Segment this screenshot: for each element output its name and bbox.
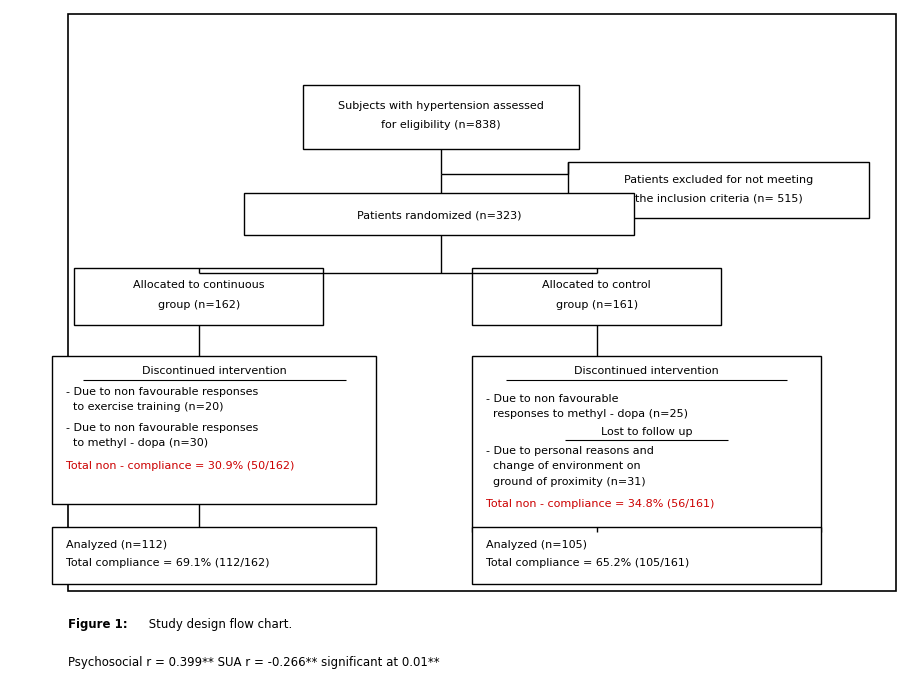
Text: responses to methyl - dopa (n=25): responses to methyl - dopa (n=25) (486, 409, 688, 419)
Text: Total non - compliance = 34.8% (56/161): Total non - compliance = 34.8% (56/161) (486, 500, 714, 509)
Text: change of environment on: change of environment on (486, 462, 641, 471)
Text: Figure 1:: Figure 1: (68, 618, 128, 632)
Text: Lost to follow up: Lost to follow up (601, 427, 692, 437)
Text: the inclusion criteria (n= 515): the inclusion criteria (n= 515) (634, 193, 803, 203)
Text: Patients excluded for not meeting: Patients excluded for not meeting (624, 175, 814, 184)
FancyBboxPatch shape (74, 268, 323, 325)
Text: for eligibility (n=838): for eligibility (n=838) (381, 120, 501, 130)
FancyBboxPatch shape (52, 527, 376, 584)
FancyBboxPatch shape (52, 356, 376, 504)
Text: Discontinued intervention: Discontinued intervention (142, 366, 287, 376)
Text: Analyzed (n=112): Analyzed (n=112) (66, 540, 167, 549)
Text: Analyzed (n=105): Analyzed (n=105) (486, 540, 587, 549)
Text: to methyl - dopa (n=30): to methyl - dopa (n=30) (66, 438, 208, 448)
Text: Allocated to control: Allocated to control (542, 281, 652, 290)
FancyBboxPatch shape (244, 193, 634, 235)
Text: Total compliance = 69.1% (112/162): Total compliance = 69.1% (112/162) (66, 558, 270, 568)
Text: Total non - compliance = 30.9% (50/162): Total non - compliance = 30.9% (50/162) (66, 462, 294, 471)
FancyBboxPatch shape (472, 268, 721, 325)
FancyBboxPatch shape (568, 162, 869, 218)
Text: - Due to non favourable responses: - Due to non favourable responses (66, 423, 258, 433)
Text: - Due to non favourable responses: - Due to non favourable responses (66, 387, 258, 397)
Text: group (n=162): group (n=162) (157, 300, 240, 310)
Text: Subjects with hypertension assessed: Subjects with hypertension assessed (338, 101, 544, 111)
Text: - Due to non favourable: - Due to non favourable (486, 394, 618, 404)
Text: Psychosocial r = 0.399** SUA r = -0.266** significant at 0.01**: Psychosocial r = 0.399** SUA r = -0.266*… (68, 656, 440, 670)
Text: Total compliance = 65.2% (105/161): Total compliance = 65.2% (105/161) (486, 558, 690, 568)
FancyBboxPatch shape (472, 356, 821, 532)
Text: Patients randomized (n=323): Patients randomized (n=323) (357, 211, 521, 220)
FancyBboxPatch shape (303, 85, 579, 149)
FancyBboxPatch shape (68, 14, 896, 591)
Text: ground of proximity (n=31): ground of proximity (n=31) (486, 477, 645, 486)
Text: Allocated to continuous: Allocated to continuous (133, 281, 264, 290)
Text: group (n=161): group (n=161) (556, 300, 638, 310)
Text: to exercise training (n=20): to exercise training (n=20) (66, 402, 224, 412)
FancyBboxPatch shape (472, 527, 821, 584)
Text: Discontinued intervention: Discontinued intervention (575, 366, 719, 376)
Text: - Due to personal reasons and: - Due to personal reasons and (486, 446, 653, 456)
Text: Study design flow chart.: Study design flow chart. (145, 618, 292, 632)
